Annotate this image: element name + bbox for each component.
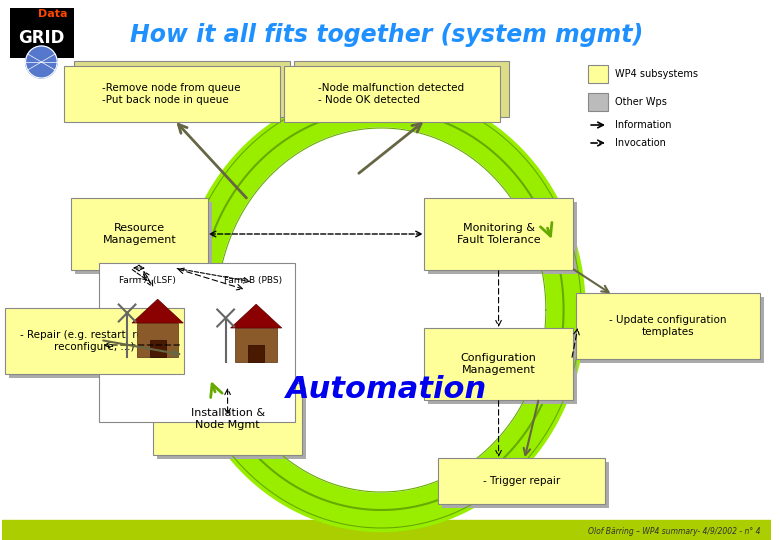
FancyBboxPatch shape bbox=[157, 387, 307, 459]
Text: WP4 subsystems: WP4 subsystems bbox=[615, 69, 698, 79]
Text: - Trigger repair: - Trigger repair bbox=[483, 476, 560, 486]
FancyBboxPatch shape bbox=[424, 198, 573, 270]
Text: Other Wps: Other Wps bbox=[615, 97, 667, 107]
FancyBboxPatch shape bbox=[71, 198, 208, 270]
Text: - Repair (e.g. restart, reboot,
reconfigure, ...): - Repair (e.g. restart, reboot, reconfig… bbox=[20, 330, 169, 352]
Bar bbox=[2, 520, 771, 540]
Text: Installation &
Node Mgmt: Installation & Node Mgmt bbox=[190, 408, 264, 430]
FancyBboxPatch shape bbox=[137, 323, 179, 357]
Text: Information: Information bbox=[615, 120, 672, 130]
Circle shape bbox=[26, 46, 57, 78]
FancyBboxPatch shape bbox=[576, 293, 760, 359]
FancyBboxPatch shape bbox=[64, 66, 280, 122]
FancyBboxPatch shape bbox=[427, 332, 577, 404]
FancyBboxPatch shape bbox=[284, 66, 499, 122]
Text: Olof Bärring – WP4 summary- 4/9/2002 - n° 4: Olof Bärring – WP4 summary- 4/9/2002 - n… bbox=[588, 528, 760, 537]
Polygon shape bbox=[132, 299, 183, 323]
Polygon shape bbox=[231, 304, 282, 328]
FancyBboxPatch shape bbox=[427, 202, 577, 274]
Text: - Update configuration
templates: - Update configuration templates bbox=[609, 315, 727, 337]
FancyBboxPatch shape bbox=[588, 93, 608, 111]
FancyBboxPatch shape bbox=[438, 458, 605, 504]
Text: Resource
Management: Resource Management bbox=[102, 223, 176, 245]
FancyBboxPatch shape bbox=[150, 340, 165, 357]
Text: How it all fits together (system mgmt): How it all fits together (system mgmt) bbox=[130, 23, 643, 47]
Text: Automation: Automation bbox=[285, 375, 487, 404]
Polygon shape bbox=[217, 128, 546, 492]
FancyBboxPatch shape bbox=[10, 8, 74, 58]
FancyBboxPatch shape bbox=[153, 383, 303, 455]
FancyBboxPatch shape bbox=[248, 345, 264, 362]
Text: GRID: GRID bbox=[18, 29, 65, 47]
Text: Invocation: Invocation bbox=[615, 138, 665, 148]
Text: Farm A (LSF): Farm A (LSF) bbox=[119, 275, 176, 285]
Text: Monitoring &
Fault Tolerance: Monitoring & Fault Tolerance bbox=[457, 223, 541, 245]
FancyBboxPatch shape bbox=[424, 328, 573, 400]
FancyBboxPatch shape bbox=[580, 297, 764, 363]
FancyBboxPatch shape bbox=[98, 263, 295, 422]
FancyBboxPatch shape bbox=[588, 65, 608, 83]
FancyBboxPatch shape bbox=[442, 462, 609, 508]
FancyBboxPatch shape bbox=[236, 328, 277, 362]
Text: -Node malfunction detected
- Node OK detected: -Node malfunction detected - Node OK det… bbox=[318, 83, 464, 105]
FancyBboxPatch shape bbox=[9, 312, 188, 378]
Text: -Remove node from queue
-Put back node in queue: -Remove node from queue -Put back node i… bbox=[102, 83, 241, 105]
Text: Data: Data bbox=[38, 9, 68, 19]
FancyBboxPatch shape bbox=[5, 308, 184, 374]
Text: Configuration
Management: Configuration Management bbox=[461, 353, 537, 375]
FancyBboxPatch shape bbox=[293, 61, 509, 117]
FancyBboxPatch shape bbox=[74, 61, 289, 117]
FancyBboxPatch shape bbox=[75, 202, 212, 274]
Text: Farm B (PBS): Farm B (PBS) bbox=[224, 275, 282, 285]
